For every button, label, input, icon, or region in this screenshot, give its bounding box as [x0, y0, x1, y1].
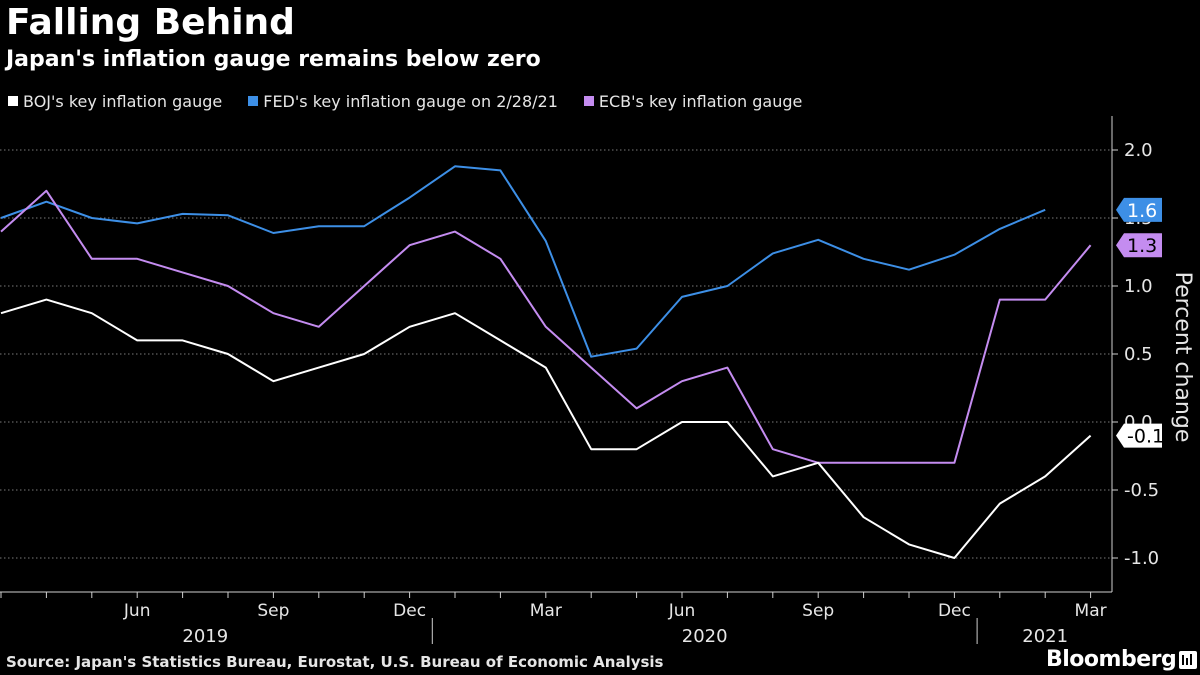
y-tick-label: 0.5 [1124, 344, 1153, 365]
legend-swatch-ecb [583, 96, 594, 106]
chart-subtitle: Japan's inflation gauge remains below ze… [6, 47, 541, 72]
x-tick-label: Jun [668, 601, 696, 621]
legend-swatch-boj [8, 96, 18, 106]
y-tick-label: -1.0 [1124, 548, 1159, 569]
legend-label-ecb: ECB's key inflation gauge [598, 91, 803, 111]
legend-swatch-fed [248, 96, 259, 106]
legend-item-fed: FED's key inflation gauge on 2/28/21 [248, 92, 558, 111]
x-tick-label: Mar [1075, 601, 1107, 621]
x-tick-label: Sep [802, 601, 834, 621]
y-axis-title: Percent change [1170, 272, 1195, 443]
x-tick-label: Jun [123, 601, 151, 621]
source-note: Source: Japan's Statistics Bureau, Euros… [6, 653, 664, 671]
axes [0, 116, 1118, 644]
legend-item-ecb: ECB's key inflation gauge [583, 91, 803, 111]
legend-label-boj: BOJ's key inflation gauge [23, 91, 223, 111]
year-label: 2019 [182, 626, 228, 647]
end-value-labels: -0.1 1.6 1.3 [1116, 197, 1164, 448]
end-label-tag [1116, 233, 1162, 258]
series-line-ecb [0, 189, 1092, 464]
x-tick-label: Mar [530, 601, 562, 621]
end-label-text: 1.6 [1127, 200, 1157, 222]
legend: BOJ's key inflation gauge FED's key infl… [8, 90, 828, 112]
end-label-ecb: 1.3 [1116, 233, 1162, 258]
series-line-boj [0, 298, 1092, 559]
end-label-boj: -0.1 [1116, 423, 1164, 448]
end-label-text: 1.3 [1127, 235, 1157, 257]
bloomberg-terminal-icon [1179, 651, 1197, 669]
x-tick-labels: Jun Sep Dec Mar Jun Sep Dec Mar 2019 2020 2021 [123, 601, 1107, 647]
year-label: 2021 [1022, 626, 1068, 647]
legend-label-fed: FED's key inflation gauge on 2/28/21 [263, 91, 558, 111]
x-tick-label: Dec [938, 601, 971, 621]
y-tick-label: 1.0 [1124, 276, 1153, 297]
bloomberg-logo: Bloomberg [1046, 647, 1177, 672]
year-label: 2020 [682, 626, 728, 647]
end-label-tag [1116, 197, 1162, 222]
series-lines [0, 165, 1092, 559]
chart-title: Falling Behind [6, 2, 295, 43]
end-label-fed: 1.6 [1116, 197, 1162, 222]
line-chart: 2.01.51.00.50.0-0.5-1.0 JunSepDecMarJunS… [0, 116, 1195, 647]
y-tick-label: 2.0 [1124, 140, 1153, 161]
end-label-tag [1116, 423, 1162, 448]
legend-item-boj: BOJ's key inflation gauge [8, 92, 222, 111]
end-label-text: -0.1 [1127, 426, 1164, 448]
x-tick-label: Sep [257, 601, 289, 621]
series-line-fed [0, 165, 1046, 358]
gridlines [0, 149, 1112, 559]
y-tick-label: -0.5 [1124, 480, 1159, 501]
x-tick-label: Dec [393, 601, 426, 621]
